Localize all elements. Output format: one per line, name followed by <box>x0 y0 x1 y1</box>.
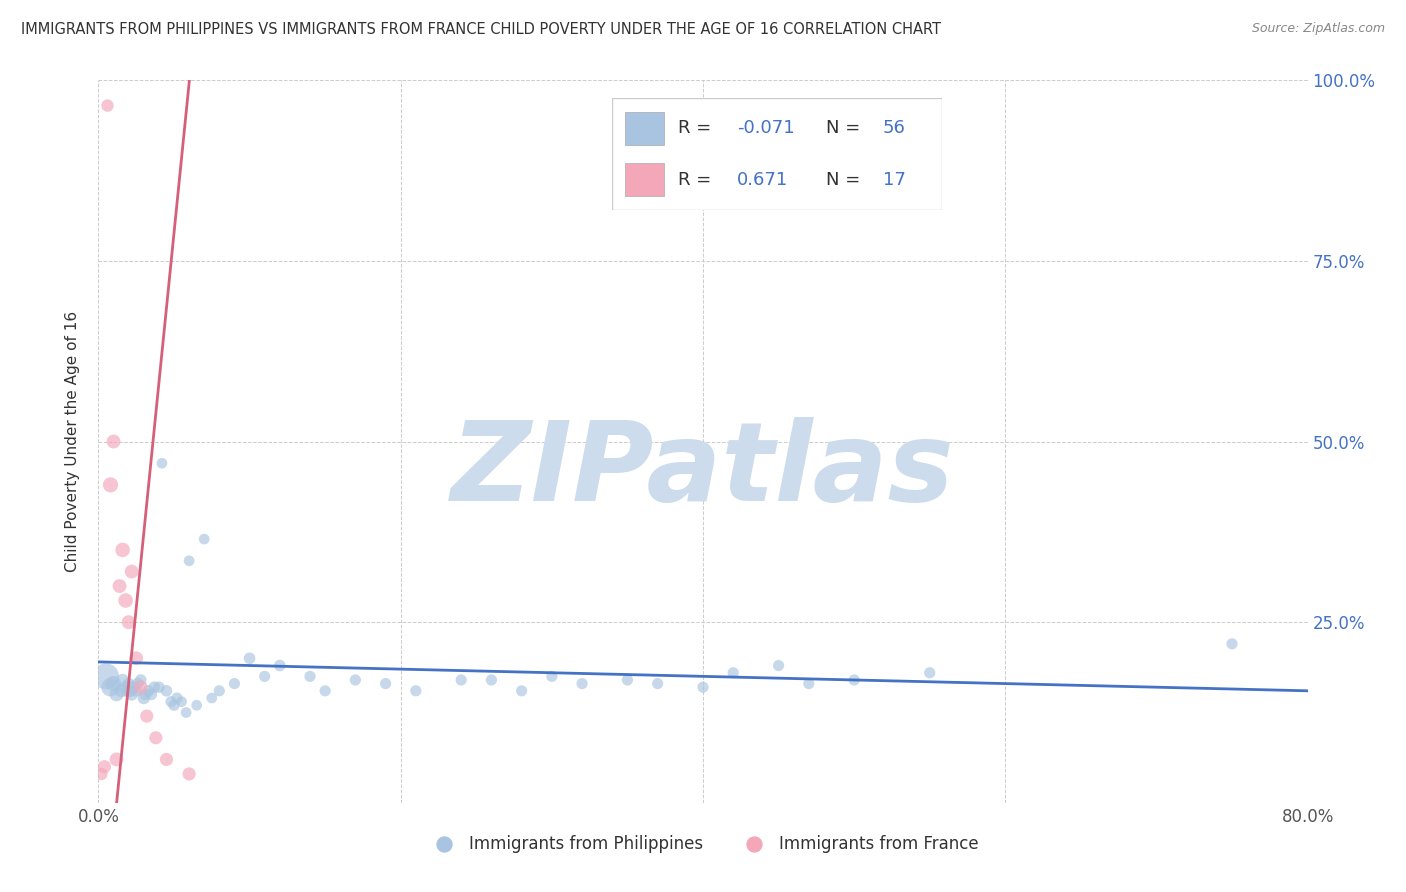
Point <box>114 593 136 607</box>
Point <box>201 691 224 706</box>
Point <box>481 673 503 687</box>
Point <box>510 683 533 698</box>
Point <box>125 683 148 698</box>
Text: Source: ZipAtlas.com: Source: ZipAtlas.com <box>1251 22 1385 36</box>
Point <box>844 673 866 687</box>
Point <box>115 683 138 698</box>
Point <box>166 691 188 706</box>
Point <box>150 456 173 470</box>
Point <box>170 695 193 709</box>
Point <box>179 554 201 568</box>
Point <box>299 669 322 683</box>
Point <box>155 683 177 698</box>
Text: R =: R = <box>678 120 711 137</box>
Point <box>193 532 215 546</box>
Point <box>118 615 141 630</box>
Point <box>105 752 128 766</box>
Point <box>122 680 145 694</box>
Point <box>114 680 136 694</box>
Point <box>141 687 163 701</box>
Point <box>118 676 141 690</box>
FancyBboxPatch shape <box>612 98 942 210</box>
Point <box>174 706 197 720</box>
Point <box>90 767 112 781</box>
Point <box>121 687 143 701</box>
Point <box>571 676 593 690</box>
Legend: Immigrants from Philippines, Immigrants from France: Immigrants from Philippines, Immigrants … <box>422 828 984 860</box>
Text: N =: N = <box>827 170 860 188</box>
Point <box>132 691 155 706</box>
Point <box>224 676 246 690</box>
Text: N =: N = <box>827 120 860 137</box>
Point <box>100 478 122 492</box>
Point <box>155 752 177 766</box>
Point <box>103 676 125 690</box>
Point <box>208 683 231 698</box>
Point <box>405 683 427 698</box>
Text: ZIPatlas: ZIPatlas <box>451 417 955 524</box>
Point <box>136 683 159 698</box>
Point <box>105 687 128 701</box>
Point <box>160 695 183 709</box>
Point <box>134 687 156 701</box>
Point <box>269 658 291 673</box>
Point <box>692 680 714 694</box>
Point <box>94 669 117 683</box>
Point <box>129 673 152 687</box>
Point <box>129 680 152 694</box>
Text: 56: 56 <box>883 120 905 137</box>
Point <box>616 673 638 687</box>
Point <box>93 760 115 774</box>
Point <box>314 683 336 698</box>
Text: 17: 17 <box>883 170 905 188</box>
Point <box>540 669 562 683</box>
Point <box>103 434 125 449</box>
Point <box>111 673 134 687</box>
Point <box>797 676 820 690</box>
Point <box>148 680 170 694</box>
Text: IMMIGRANTS FROM PHILIPPINES VS IMMIGRANTS FROM FRANCE CHILD POVERTY UNDER THE AG: IMMIGRANTS FROM PHILIPPINES VS IMMIGRANT… <box>21 22 941 37</box>
Point <box>344 673 367 687</box>
Point <box>768 658 790 673</box>
Point <box>253 669 276 683</box>
Point <box>918 665 941 680</box>
Point <box>239 651 262 665</box>
Point <box>96 98 118 112</box>
Point <box>450 673 472 687</box>
Text: -0.071: -0.071 <box>737 120 794 137</box>
Point <box>127 676 149 690</box>
Point <box>163 698 186 713</box>
Point <box>186 698 208 713</box>
Text: R =: R = <box>678 170 711 188</box>
Point <box>110 683 132 698</box>
Point <box>143 680 166 694</box>
Y-axis label: Child Poverty Under the Age of 16: Child Poverty Under the Age of 16 <box>65 311 80 572</box>
Point <box>145 731 167 745</box>
FancyBboxPatch shape <box>624 162 665 196</box>
Point <box>723 665 745 680</box>
Point <box>647 676 669 690</box>
Point <box>179 767 201 781</box>
Text: 0.671: 0.671 <box>737 170 789 188</box>
Point <box>111 542 134 557</box>
Point <box>374 676 396 690</box>
Point <box>1220 637 1243 651</box>
Point <box>121 565 143 579</box>
FancyBboxPatch shape <box>624 112 665 145</box>
Point <box>135 709 157 723</box>
Point <box>125 651 148 665</box>
Point <box>108 579 131 593</box>
Point <box>100 680 122 694</box>
Point <box>120 683 142 698</box>
